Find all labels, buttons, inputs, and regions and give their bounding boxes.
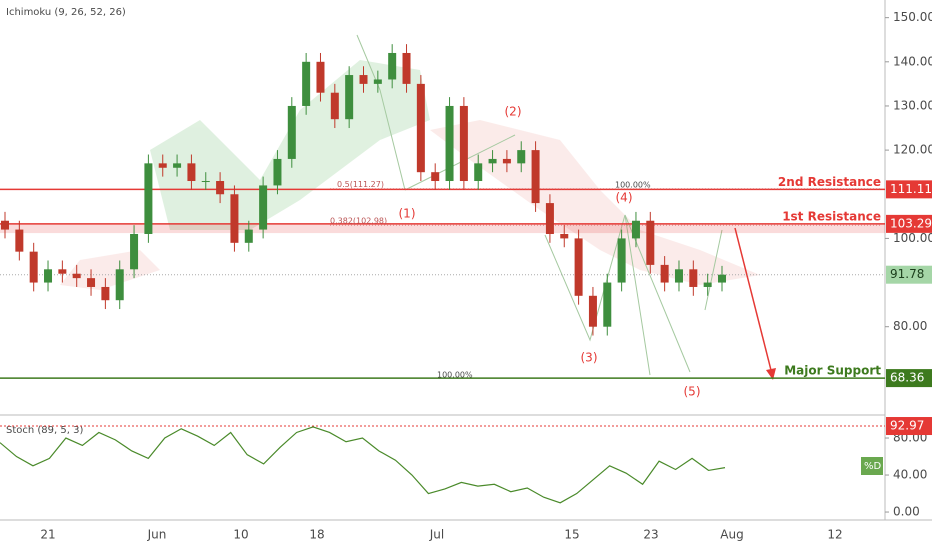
percent-label: 100.00% — [437, 371, 473, 380]
price-box-label: 92.97 — [890, 419, 924, 433]
candle-body — [345, 75, 354, 120]
candle-body — [144, 163, 153, 234]
x-tick-label: 12 — [827, 528, 842, 542]
indicator-label: Ichimoku (9, 26, 52, 26) — [6, 7, 126, 18]
wave-label: (2) — [505, 105, 522, 119]
candle-body — [402, 52, 411, 84]
candle-body — [459, 105, 468, 182]
candle-body — [330, 92, 339, 120]
x-tick-label: Aug — [720, 528, 743, 542]
price-box — [886, 369, 932, 388]
candle-body — [87, 278, 96, 287]
y-tick-label: 0.00 — [893, 505, 920, 519]
candle-body — [631, 220, 640, 239]
x-tick-label: 10 — [233, 528, 248, 542]
level-label: Major Support — [784, 364, 881, 378]
candle-body — [660, 264, 669, 283]
candle-body — [545, 203, 554, 234]
candle-body — [72, 273, 81, 279]
arrow-head — [766, 368, 776, 380]
y-tick-label: 150.00 — [893, 10, 932, 24]
candle-body — [359, 75, 368, 84]
candle-body — [230, 194, 239, 243]
level-label: 2nd Resistance — [778, 175, 881, 189]
legend-label: %D — [864, 461, 882, 472]
price-box-label: 91.78 — [890, 267, 924, 281]
x-tick-label: 15 — [564, 528, 579, 542]
wave-label: (1) — [399, 207, 416, 221]
candle-body — [488, 158, 497, 164]
candle-body — [474, 163, 483, 182]
y-tick-label: 130.00 — [893, 98, 932, 112]
candle-body — [44, 269, 53, 283]
candle-body — [517, 150, 526, 164]
candle-body — [15, 229, 24, 252]
candle-body — [130, 233, 139, 270]
candle-body — [431, 172, 440, 182]
wave-label: (4) — [616, 191, 633, 205]
candle-body — [287, 105, 296, 159]
candle-body — [302, 61, 311, 106]
candle-body — [703, 282, 712, 287]
candle-body — [445, 105, 454, 182]
candle-body — [1, 220, 9, 230]
price-box — [886, 265, 932, 284]
candle-body — [273, 158, 282, 186]
candle-body — [259, 185, 268, 230]
y-tick-label: 140.00 — [893, 54, 932, 68]
candle-body — [689, 269, 698, 287]
candle-body — [201, 181, 210, 183]
candle-body — [588, 295, 597, 327]
y-tick-label: 100.00 — [893, 231, 932, 245]
candle-body — [373, 79, 382, 84]
candle-body — [316, 61, 325, 93]
candle-body — [560, 233, 569, 239]
candle-body — [617, 238, 626, 283]
price-box-label: 111.11 — [890, 182, 932, 196]
y-tick-label: 80.00 — [893, 319, 927, 333]
price-box-label: 68.36 — [890, 371, 924, 385]
wave-label: (3) — [581, 351, 598, 365]
fib-label: 0.382(102.98) — [330, 217, 387, 226]
resistance-zone — [0, 223, 885, 234]
candle-body — [502, 158, 511, 164]
percent-label: 100.00% — [615, 181, 651, 190]
wave-label: (5) — [684, 385, 701, 399]
candle-body — [416, 83, 425, 173]
candle-body — [718, 274, 726, 283]
level-label: 1st Resistance — [782, 209, 881, 223]
legend-box — [861, 457, 883, 475]
y-tick-label: 120.00 — [893, 143, 932, 157]
stoch-line — [0, 426, 726, 504]
candle-body — [187, 163, 196, 182]
candle-body — [173, 163, 182, 168]
x-tick-label: Jun — [147, 528, 167, 542]
x-tick-label: 23 — [643, 528, 658, 542]
x-tick-label: Jul — [429, 528, 444, 542]
x-tick-label: 21 — [40, 528, 55, 542]
price-box — [886, 180, 932, 199]
candle-body — [101, 286, 110, 301]
candle-body — [158, 163, 167, 168]
candle-body — [531, 150, 540, 204]
price-box — [886, 417, 932, 436]
price-box-label: 103.29 — [890, 216, 932, 230]
candle-body — [603, 282, 612, 327]
candle-body — [646, 220, 655, 265]
candle-body — [244, 229, 253, 243]
stoch-label: Stoch (89, 5, 3) — [6, 425, 83, 436]
price-box — [886, 214, 932, 233]
fib-label: 0.5(111.27) — [337, 180, 384, 189]
y-tick-label: 40.00 — [893, 468, 927, 482]
candle-body — [58, 269, 67, 274]
candle-body — [115, 269, 124, 301]
candle-body — [574, 238, 583, 296]
x-tick-label: 18 — [309, 528, 324, 542]
candle-body — [29, 251, 38, 283]
forecast-arrow — [734, 227, 774, 379]
candle-body — [674, 269, 683, 283]
candle-body — [216, 181, 225, 195]
candle-body — [388, 52, 397, 80]
